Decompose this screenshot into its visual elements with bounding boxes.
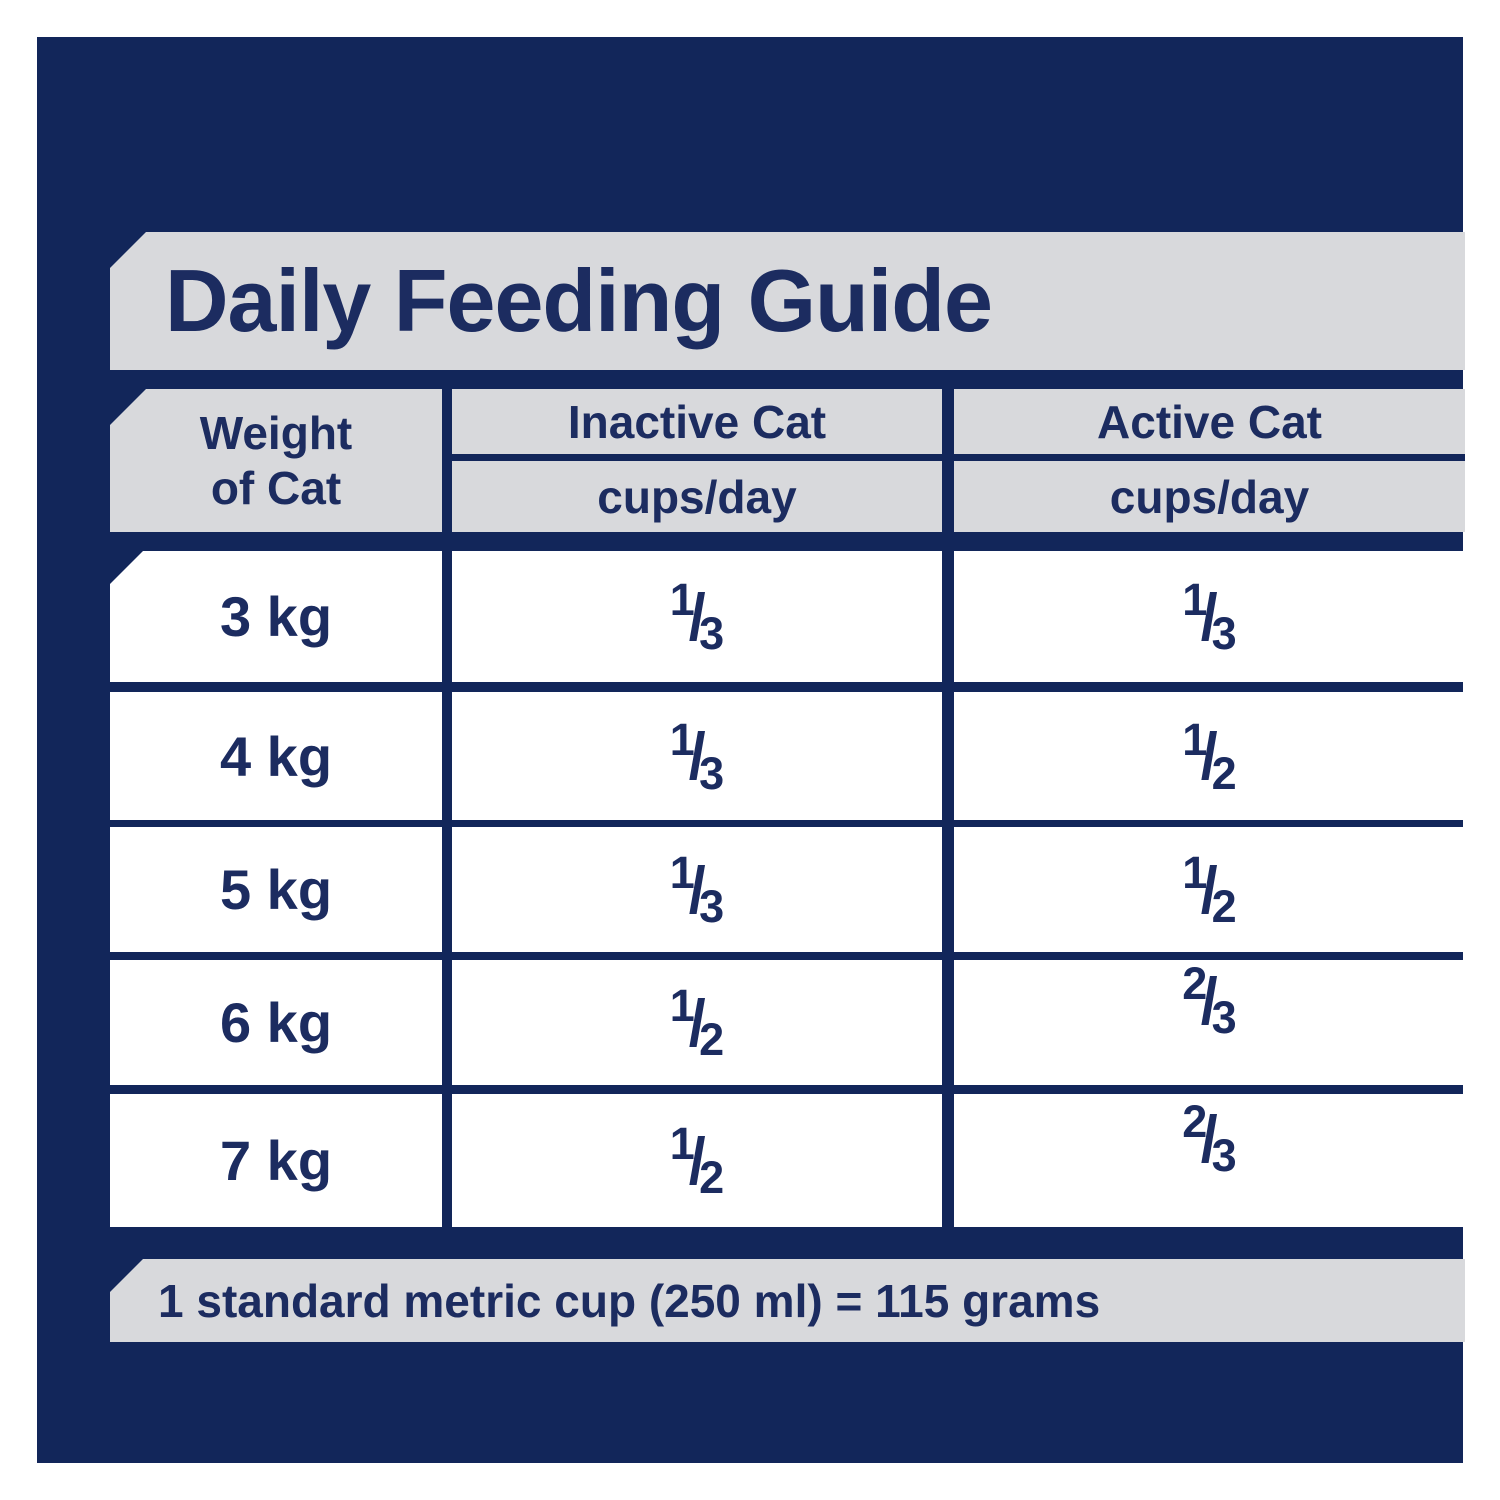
weight-cell: 4 kg — [110, 692, 442, 820]
weight-cell: 7 kg — [110, 1094, 442, 1227]
fraction: 1/3 — [670, 850, 724, 929]
weight-value: 3 kg — [219, 585, 333, 648]
inactive-cups-cell: 1/3 — [452, 551, 942, 682]
inactive-cat-label: Inactive Cat — [567, 395, 827, 448]
fraction-numerator: 1 — [1182, 574, 1208, 625]
fraction: 1/3 — [1182, 577, 1236, 656]
fraction: 2/3 — [1182, 1099, 1236, 1178]
fraction: 1/2 — [1182, 850, 1236, 929]
weight-value: 5 kg — [219, 858, 333, 921]
weight-cell: 5 kg — [110, 827, 442, 952]
fraction-denominator: 3 — [699, 608, 725, 659]
fraction-numerator: 1 — [669, 713, 695, 765]
fraction-denominator: 2 — [699, 1014, 725, 1065]
fraction-numerator: 1 — [669, 1118, 695, 1169]
weight-header-line2: of Cat — [210, 461, 342, 514]
feeding-guide-panel: Daily Feeding Guide Weight of Cat Inacti… — [37, 37, 1465, 1463]
weight-cell: 3 kg — [110, 551, 442, 682]
fraction-numerator: 1 — [669, 574, 695, 625]
footnote-bar: 1 standard metric cup (250 ml) = 115 gra… — [110, 1259, 1465, 1342]
fraction-numerator: 1 — [1182, 713, 1208, 765]
footnote-text: 1 standard metric cup (250 ml) = 115 gra… — [158, 1274, 1101, 1327]
fraction-slash: / — [688, 985, 706, 1060]
fraction-denominator: 3 — [1211, 992, 1237, 1043]
fraction-numerator: 1 — [669, 980, 695, 1031]
active-cups-cell: 1/3 — [954, 551, 1465, 682]
active-cups-cell: 1/2 — [954, 692, 1465, 820]
fraction-slash: / — [688, 579, 706, 654]
inactive-cups-per-day-label: cups/day — [597, 470, 797, 523]
weight-cell: 6 kg — [110, 960, 442, 1085]
fraction-numerator: 1 — [1182, 847, 1208, 898]
fraction-denominator: 3 — [1211, 608, 1237, 659]
fraction: 1/2 — [670, 1121, 724, 1200]
weight-value: 7 kg — [219, 1129, 333, 1192]
inactive-cups-cell: 1/3 — [452, 692, 942, 820]
fraction: 1/2 — [1182, 717, 1236, 796]
fraction-denominator: 2 — [699, 1152, 725, 1203]
fraction-denominator: 2 — [1211, 747, 1237, 799]
active-cups-cell: 1/2 — [954, 827, 1465, 952]
fraction: 1/3 — [670, 577, 724, 656]
fraction: 1/3 — [670, 717, 724, 796]
active-cat-label: Active Cat — [1097, 395, 1322, 448]
active-cups-cell: 2/3 — [954, 1094, 1465, 1227]
header-divider — [954, 454, 1465, 461]
weight-value: 6 kg — [219, 991, 333, 1054]
fraction-denominator: 2 — [1211, 881, 1237, 932]
fraction-numerator: 2 — [1182, 1096, 1208, 1147]
weight-header-line1: Weight — [199, 406, 353, 459]
title-bar: Daily Feeding Guide — [110, 232, 1465, 370]
inactive-cups-cell: 1/2 — [452, 1094, 942, 1227]
header-divider — [452, 454, 942, 461]
fraction-denominator: 3 — [699, 881, 725, 932]
inactive-cups-cell: 1/2 — [452, 960, 942, 1085]
fraction-numerator: 2 — [1182, 958, 1208, 1009]
fraction-denominator: 3 — [1211, 1130, 1237, 1181]
fraction-slash: / — [1201, 579, 1218, 654]
fraction-slash: / — [688, 1123, 706, 1198]
fraction-denominator: 3 — [699, 747, 725, 799]
fraction-slash: / — [1201, 963, 1218, 1038]
fraction-slash: / — [688, 719, 706, 793]
fraction-slash: / — [688, 852, 706, 927]
fraction-numerator: 1 — [669, 847, 695, 898]
active-cups-per-day-label: cups/day — [1109, 470, 1310, 523]
fraction-slash: / — [1201, 852, 1218, 927]
active-cups-cell: 2/3 — [954, 960, 1465, 1085]
inactive-cups-cell: 1/3 — [452, 827, 942, 952]
header-cell-active: Active Cat cups/day — [954, 389, 1465, 532]
fraction-slash: / — [1201, 719, 1218, 793]
weight-value: 4 kg — [219, 724, 333, 788]
fraction: 2/3 — [1182, 961, 1236, 1040]
header-cell-inactive: Inactive Cat cups/day — [452, 389, 942, 532]
fraction-slash: / — [1201, 1101, 1218, 1176]
fraction: 1/2 — [670, 983, 724, 1062]
header-cell-weight: Weight of Cat — [110, 389, 442, 532]
page-title: Daily Feeding Guide — [165, 251, 993, 350]
